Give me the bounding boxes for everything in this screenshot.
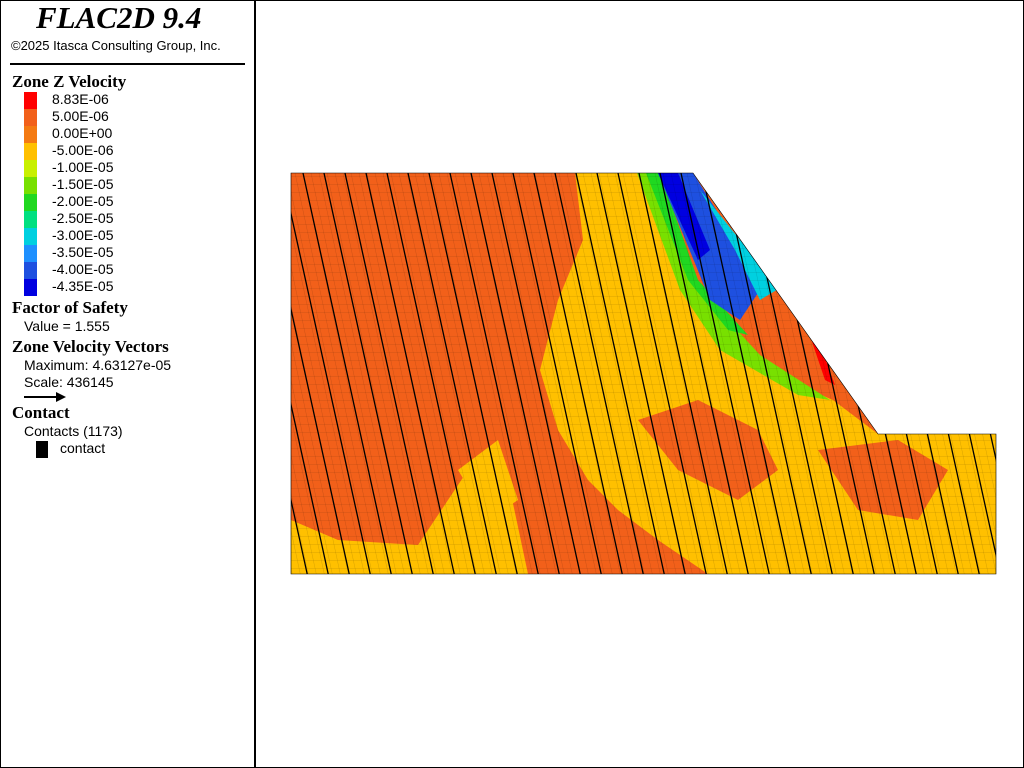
joint (291, 173, 329, 574)
legend-heading: Zone Z Velocity (12, 72, 127, 91)
joint (995, 173, 996, 574)
scale-label: -4.00E-05 (52, 261, 114, 277)
scale-label: 0.00E+00 (52, 125, 113, 141)
copyright: ©2025 Itasca Consulting Group, Inc. (11, 38, 221, 53)
legend-heading: Zone Velocity Vectors (12, 337, 169, 356)
joint (554, 173, 644, 574)
joint (258, 173, 286, 574)
legend-panel: FLAC2D 9.4 ©2025 Itasca Consulting Group… (0, 0, 256, 768)
joint (344, 173, 434, 574)
color-swatch (24, 160, 37, 177)
color-swatch (24, 177, 37, 194)
app-title: FLAC2D 9.4 (36, 0, 202, 35)
color-swatch (24, 211, 37, 228)
color-swatch (24, 228, 37, 245)
scale-label: -3.00E-05 (52, 227, 114, 243)
joint (617, 173, 707, 574)
color-swatch (24, 143, 37, 160)
scale-label: 8.83E-06 (52, 91, 109, 107)
joint (323, 173, 413, 574)
joint (470, 173, 560, 574)
color-swatch (24, 262, 37, 279)
joint (428, 173, 518, 574)
vector-maximum: Maximum: 4.63127e-05 (24, 357, 172, 373)
joint (491, 173, 581, 574)
color-swatch (24, 126, 37, 143)
joint (291, 173, 308, 574)
color-swatch (24, 245, 37, 262)
fos-value: Value = 1.555 (24, 318, 110, 334)
model-plot (258, 172, 997, 575)
joint (512, 173, 602, 574)
model-outline (290, 172, 997, 575)
joint (407, 173, 497, 574)
joint (638, 173, 728, 574)
joint (386, 173, 476, 574)
contour (258, 173, 996, 574)
scale-label: -1.00E-05 (52, 159, 114, 175)
joint (701, 173, 791, 574)
contact-label: contact (60, 440, 106, 456)
joint (575, 173, 665, 574)
scale-label: -2.50E-05 (52, 210, 114, 226)
scale-label: -4.35E-05 (52, 278, 114, 294)
legend-heading: Contact (12, 403, 70, 422)
contact-swatch (36, 441, 48, 458)
joint (291, 173, 350, 574)
scale-label: -3.50E-05 (52, 244, 114, 260)
legend-heading: Factor of Safety (12, 298, 128, 317)
scale-label: -1.50E-05 (52, 176, 114, 192)
joint (291, 173, 371, 574)
joint (302, 173, 392, 574)
color-swatch (24, 194, 37, 211)
vector-arrow (24, 392, 66, 402)
contact-count: Contacts (1173) (24, 423, 123, 439)
color-swatch (24, 109, 37, 126)
joint (365, 173, 455, 574)
color-swatch (24, 92, 37, 109)
joint (533, 173, 623, 574)
joint (659, 173, 749, 574)
vector-scale: Scale: 436145 (24, 374, 114, 390)
joint (680, 173, 770, 574)
scale-label: 5.00E-06 (52, 108, 109, 124)
color-swatch (24, 279, 37, 296)
divider (10, 63, 245, 65)
joint (722, 173, 812, 574)
scale-label: -5.00E-06 (52, 142, 114, 158)
scale-label: -2.00E-05 (52, 193, 114, 209)
joint (596, 173, 686, 574)
joint (449, 173, 539, 574)
